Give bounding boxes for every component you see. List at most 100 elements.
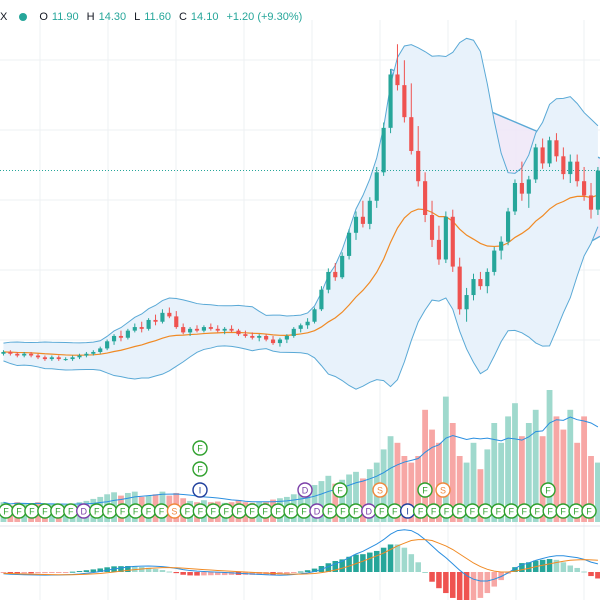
marker-label: F xyxy=(185,507,191,517)
marker-label: F xyxy=(211,507,217,517)
candle-body xyxy=(174,316,179,328)
marker-f-icon xyxy=(192,440,208,456)
volume-bar xyxy=(387,436,394,522)
macd-histogram-bar xyxy=(512,567,518,572)
macd-histogram-bar xyxy=(284,572,290,574)
macd-histogram-bar xyxy=(21,572,27,574)
candle-body xyxy=(15,353,20,356)
volume-bar xyxy=(546,390,553,522)
volume-bar xyxy=(498,442,505,522)
candle-body xyxy=(56,357,61,360)
volume-bar xyxy=(436,442,442,522)
macd-histogram-bar xyxy=(97,568,103,572)
ema-line xyxy=(3,194,599,356)
volume-bar xyxy=(339,479,346,522)
candle-body xyxy=(512,182,518,212)
candle-body xyxy=(77,355,82,358)
low-value: 11.60 xyxy=(144,11,171,23)
candle-body xyxy=(91,351,96,354)
macd-histogram-bar xyxy=(173,572,180,574)
marker-label: F xyxy=(107,507,113,517)
marker-f-icon xyxy=(540,482,556,498)
ohlc-legend: X O 11.90 H 14.30 L 11.60 C 14.10 +1.20 (+9.… xyxy=(0,8,306,26)
candle-body xyxy=(42,357,48,360)
macd-histogram-bar xyxy=(35,572,41,574)
macd-histogram-bar xyxy=(526,562,532,572)
marker-label: F xyxy=(159,507,165,517)
volume-bar xyxy=(518,436,525,522)
marker-label: F xyxy=(249,507,255,517)
candle-body xyxy=(49,357,54,360)
macd-histogram-bar xyxy=(394,544,401,572)
marker-label: F xyxy=(340,507,346,517)
volume-bar xyxy=(449,423,456,522)
macd-histogram-bar xyxy=(436,572,442,589)
volume-bar xyxy=(505,416,511,522)
candle-body xyxy=(139,327,144,329)
marker-label: S xyxy=(171,507,177,517)
macd-histogram-bar xyxy=(429,572,435,582)
volume-bar xyxy=(477,469,484,522)
macd-histogram-bar xyxy=(325,563,332,572)
candle-body xyxy=(291,328,296,336)
volume-bar xyxy=(463,462,470,522)
macd-histogram-bar xyxy=(208,572,214,576)
candle-body xyxy=(575,161,580,182)
volume-bar xyxy=(394,442,401,522)
marker-label: F xyxy=(392,507,398,517)
candle-body xyxy=(478,279,483,287)
volume-bar xyxy=(595,462,600,522)
volume-bar xyxy=(532,409,539,522)
macd-histogram-bar xyxy=(228,572,235,575)
macd-histogram-bar xyxy=(387,544,394,572)
macd-histogram-bar xyxy=(380,547,387,572)
marker-label: F xyxy=(547,507,553,517)
open-value: 11.90 xyxy=(51,11,79,23)
macd-histogram-bar xyxy=(125,566,131,572)
volume-bar xyxy=(560,429,567,522)
candle-body xyxy=(568,161,573,175)
macd-histogram-bar xyxy=(214,572,221,576)
macd-histogram-bar xyxy=(0,572,7,573)
macd-histogram-bar xyxy=(277,572,283,575)
marker-label: D xyxy=(314,507,321,517)
candle-body xyxy=(312,309,317,322)
macd-histogram-bar xyxy=(422,572,428,573)
macd-histogram-bar xyxy=(221,572,228,576)
marker-label: F xyxy=(301,507,307,517)
candle-body xyxy=(264,335,269,340)
marker-label: F xyxy=(457,507,463,517)
candle-body xyxy=(360,216,365,224)
candle-body xyxy=(98,348,103,352)
candle-body xyxy=(395,74,400,86)
marker-label: F xyxy=(418,507,424,517)
symbol-label[interactable]: X xyxy=(0,11,8,23)
candle-body xyxy=(35,355,41,358)
volume-bar xyxy=(353,471,359,522)
volume-bar xyxy=(539,436,546,522)
marker-label: F xyxy=(422,486,428,496)
volume-bar xyxy=(567,409,574,522)
volume-bar xyxy=(484,449,491,522)
close-label: C xyxy=(178,11,187,23)
volume-bar xyxy=(456,456,463,522)
macd-pane xyxy=(0,529,600,600)
candle-body xyxy=(111,335,117,342)
candle-body xyxy=(167,312,172,317)
volume-bar xyxy=(346,474,352,522)
macd-histogram-bar xyxy=(49,572,55,573)
marker-label: F xyxy=(353,507,359,517)
marker-label: F xyxy=(146,507,152,517)
macd-histogram-bar xyxy=(339,559,345,572)
candle-body xyxy=(561,156,566,175)
marker-label: F xyxy=(509,507,515,517)
volume-bar xyxy=(408,462,415,522)
marker-label: F xyxy=(337,486,343,496)
candle-body xyxy=(181,327,186,333)
volume-bar xyxy=(512,403,518,522)
marker-label: F xyxy=(262,507,268,517)
candle-body xyxy=(229,328,234,331)
candle-body xyxy=(409,117,414,151)
